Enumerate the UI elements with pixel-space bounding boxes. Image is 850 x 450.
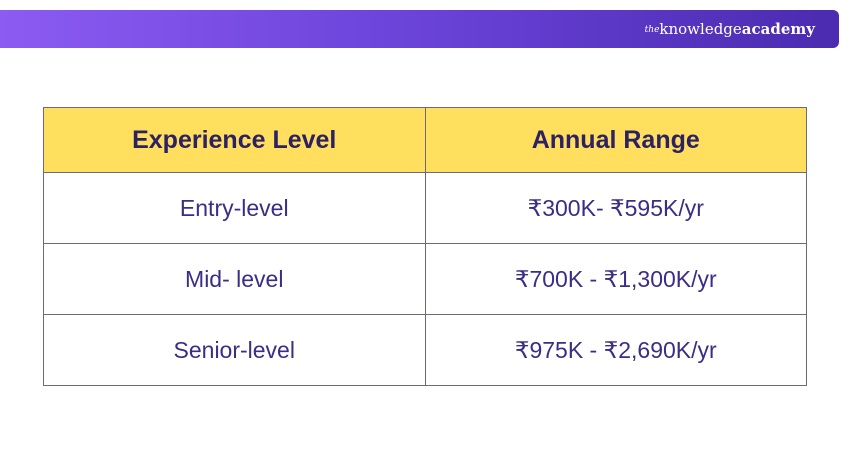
brand-academy: academy: [741, 20, 815, 38]
table-row: Senior-level ₹975K - ₹2,690K/yr: [43, 314, 807, 386]
table-header-row: Experience Level Annual Range: [43, 107, 807, 173]
header-experience-level: Experience Level: [43, 107, 426, 173]
cell-experience-level: Mid- level: [43, 243, 426, 315]
brand-the: the: [644, 25, 660, 35]
table-row: Entry-level ₹300K- ₹595K/yr: [43, 172, 807, 244]
header-annual-range: Annual Range: [424, 107, 807, 173]
cell-annual-range: ₹300K- ₹595K/yr: [424, 172, 807, 244]
brand-logo: theknowledgeacademy: [645, 10, 815, 48]
cell-experience-level: Senior-level: [43, 314, 426, 386]
cell-annual-range: ₹975K - ₹2,690K/yr: [424, 314, 807, 386]
cell-experience-level: Entry-level: [43, 172, 426, 244]
salary-table: Experience Level Annual Range Entry-leve…: [43, 107, 807, 386]
brand-knowledge: knowledge: [659, 20, 742, 38]
header-banner: theknowledgeacademy: [0, 10, 839, 48]
cell-annual-range: ₹700K - ₹1,300K/yr: [424, 243, 807, 315]
table-row: Mid- level ₹700K - ₹1,300K/yr: [43, 243, 807, 315]
